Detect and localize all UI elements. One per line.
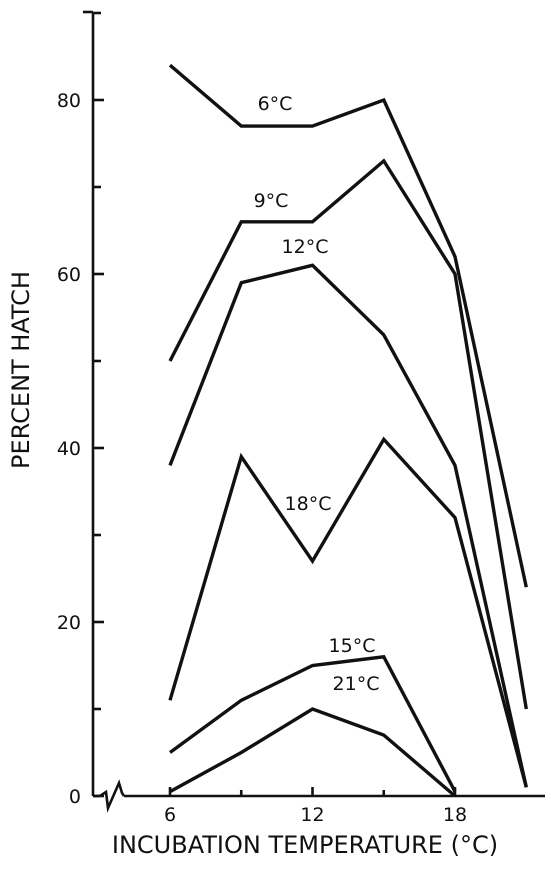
series-line-0: [168, 63, 528, 588]
series-label-2: 12°C: [282, 236, 329, 258]
series-line-2: [168, 263, 528, 788]
y-axis-ticks: 0 20 40 60 80: [57, 11, 104, 808]
y-axis-title: PERCENT HATCH: [7, 271, 35, 469]
x-tick-label: 12: [300, 804, 324, 826]
series-label-1: 9°C: [254, 190, 289, 212]
axes: [83, 10, 545, 813]
series-label-5: 21°C: [333, 673, 380, 695]
x-axis-title: INCUBATION TEMPERATURE (°C): [112, 831, 498, 859]
series-layer: [168, 63, 528, 798]
series-line-5: [169, 707, 457, 798]
y-tick-label: 80: [57, 90, 81, 112]
y-tick-label: 20: [57, 612, 81, 634]
series-line-1: [168, 158, 528, 710]
y-tick-label: 60: [57, 264, 81, 286]
series-label-3: 18°C: [285, 493, 332, 515]
series-line-3: [168, 436, 528, 788]
y-tick-label: 40: [57, 438, 81, 460]
x-axis-break-mark: [99, 779, 126, 813]
x-axis-ticks: 6 12 18: [164, 787, 467, 826]
x-tick-label: 18: [443, 804, 467, 826]
series-labels: 6°C 9°C 12°C 18°C 15°C 21°C: [254, 93, 380, 695]
x-tick-label: 6: [164, 804, 176, 826]
series-line-4: [168, 654, 457, 793]
series-label-4: 15°C: [329, 635, 376, 657]
series-label-0: 6°C: [258, 93, 293, 115]
y-tick-label: 0: [69, 786, 81, 808]
